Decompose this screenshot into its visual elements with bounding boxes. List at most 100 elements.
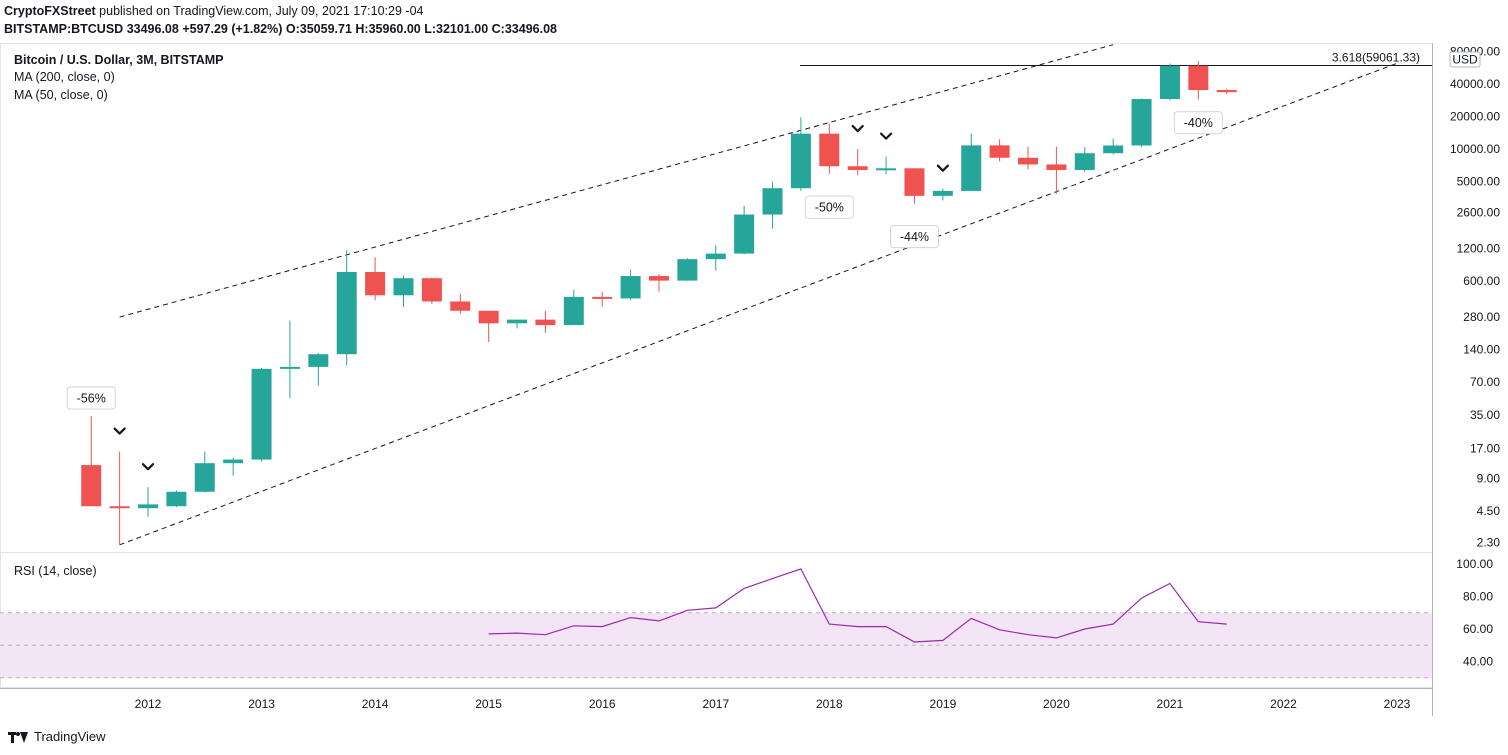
- last-price: 33496.08: [126, 22, 179, 36]
- drawdown-annotation[interactable]: -56%: [66, 386, 116, 410]
- high-label: H:: [355, 22, 369, 36]
- candle: [279, 320, 300, 399]
- candle: [819, 123, 840, 174]
- x-tick-label: 2013: [248, 697, 275, 711]
- rsi-tick-label: 60.00: [1463, 622, 1493, 636]
- x-tick-label: 2018: [816, 697, 843, 711]
- low-label: L:: [424, 22, 437, 36]
- drawdown-annotation[interactable]: -44%: [889, 225, 939, 249]
- chart-legend-title: Bitcoin / U.S. Dollar, 3M, BITSTAMP: [14, 53, 224, 67]
- ohlc-header: BITSTAMP:BTCUSD 33496.08 +597.29 (+1.82%…: [4, 22, 557, 36]
- footer: TradingView: [8, 729, 106, 744]
- candle: [1216, 88, 1237, 95]
- x-axis-labels: 2012 2013 2014 2015 2016 2017 2018 2019 2020 2021…: [135, 697, 1411, 711]
- candle-body: [989, 145, 1010, 158]
- candle: [677, 258, 698, 281]
- candle: [1103, 138, 1124, 155]
- candle-body: [81, 465, 102, 507]
- candle-body: [1131, 98, 1152, 146]
- candle: [904, 168, 925, 204]
- price-axis[interactable]: [1432, 43, 1508, 688]
- y-tick-label: 2.30: [1477, 536, 1501, 550]
- x-tick-label: 2015: [475, 697, 502, 711]
- tradingview-brand[interactable]: TradingView: [34, 729, 106, 744]
- annotation-label: -44%: [900, 230, 929, 244]
- candle-body: [507, 319, 528, 324]
- candle: [194, 451, 215, 493]
- trendline: [119, 62, 1398, 546]
- candle-body: [478, 310, 499, 324]
- candle-body: [620, 276, 641, 299]
- candle: [620, 269, 641, 301]
- close-value: 33496.08: [504, 22, 557, 36]
- candle: [1074, 147, 1095, 172]
- x-tick-label: 2022: [1270, 697, 1297, 711]
- candle: [932, 188, 953, 201]
- candle-body: [961, 145, 982, 191]
- y-tick-label: 4.50: [1477, 504, 1501, 518]
- annotation-label: -56%: [77, 392, 106, 406]
- peak-marker-icon: [879, 132, 893, 140]
- x-tick-label: 2016: [589, 697, 616, 711]
- candle: [138, 487, 158, 517]
- candles-group: [81, 61, 1237, 545]
- candle: [478, 310, 499, 342]
- close-label: C:: [491, 22, 505, 36]
- candle: [223, 457, 244, 476]
- rsi-tick-label: 80.00: [1463, 590, 1493, 604]
- candle-body: [365, 272, 386, 296]
- ma50-legend[interactable]: MA (50, close, 0): [14, 88, 108, 102]
- candle: [762, 181, 783, 229]
- x-tick-label: 2023: [1384, 697, 1411, 711]
- candle: [1131, 98, 1152, 148]
- candle: [1046, 146, 1067, 194]
- candle-body: [223, 459, 244, 464]
- level-line-group: 3.618(59061.33): [800, 51, 1432, 67]
- publisher-name[interactable]: CryptoFXStreet: [4, 4, 96, 18]
- annotation-box: [1173, 111, 1223, 135]
- annotation-box: [66, 386, 116, 410]
- y-axis-labels: 80000.0040000.0020000.0010000.005000.002…: [1450, 44, 1500, 549]
- rsi-axis-labels: 100.00 80.00 60.00 40.00: [1456, 557, 1493, 669]
- trendline: [119, 44, 1114, 318]
- ma200-legend[interactable]: MA (200, close, 0): [14, 70, 115, 84]
- candle: [535, 310, 556, 333]
- rsi-tick-label: 40.00: [1463, 655, 1493, 669]
- candle-body: [138, 504, 158, 509]
- candle: [847, 149, 868, 176]
- candle-body: [109, 506, 130, 509]
- currency-badge: USD: [1449, 51, 1481, 68]
- y-tick-label: 2600.00: [1457, 205, 1501, 219]
- candle-body: [592, 296, 613, 299]
- currency-label: USD: [1452, 53, 1478, 67]
- y-tick-label: 20000.00: [1450, 109, 1500, 123]
- peak-marker-icon: [851, 124, 864, 133]
- candle-body: [421, 278, 442, 302]
- rsi-tick-label: 100.00: [1456, 557, 1493, 571]
- candle: [1018, 146, 1039, 170]
- candle-body: [677, 259, 698, 281]
- candle-body: [450, 301, 471, 311]
- candle-body: [1159, 65, 1180, 99]
- peak-markers-group: [113, 124, 949, 471]
- y-tick-label: 35.00: [1470, 408, 1500, 422]
- candle-body: [336, 272, 357, 355]
- drawdown-annotation[interactable]: -40%: [1173, 111, 1223, 135]
- fib-level-label: 3.618(59061.33): [1332, 51, 1420, 65]
- annotation-box: [804, 195, 854, 219]
- peak-marker-icon: [936, 164, 949, 172]
- annotation-label: -40%: [1184, 116, 1213, 130]
- candle: [1159, 63, 1180, 101]
- candle-body: [1216, 90, 1237, 93]
- candle-body: [705, 253, 726, 260]
- candle: [81, 416, 102, 507]
- candle-body: [1103, 145, 1124, 154]
- candle: [308, 353, 329, 386]
- y-tick-label: 10000.00: [1450, 142, 1500, 156]
- rsi-legend[interactable]: RSI (14, close): [14, 564, 97, 578]
- drawdown-annotation[interactable]: -50%: [804, 195, 854, 219]
- candle: [734, 205, 755, 255]
- annotation-box: [889, 225, 939, 249]
- candle-body: [1074, 153, 1095, 170]
